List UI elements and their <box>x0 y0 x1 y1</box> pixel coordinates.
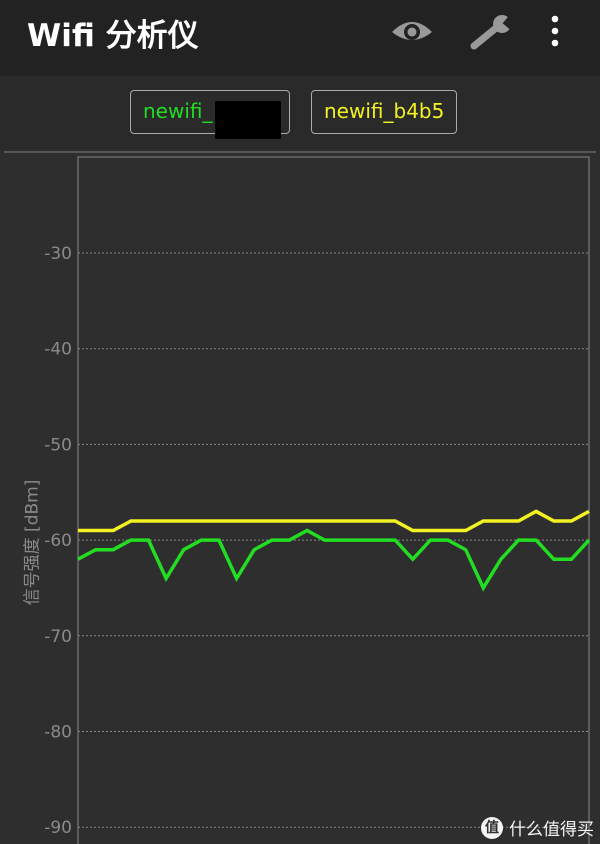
y-tick-label: -70 <box>44 627 72 647</box>
legend-label: newifi_b4b5 <box>324 99 445 123</box>
y-tick-label: -50 <box>44 435 72 455</box>
series-line-newifi-b4b5 <box>78 509 590 533</box>
legend-bar: newifi_ newifi_b4b5 <box>0 76 600 150</box>
plot-area <box>77 156 590 844</box>
more-vert-icon[interactable] <box>540 14 570 50</box>
y-tick-label: -60 <box>44 531 72 551</box>
legend-label: newifi_ <box>143 99 213 123</box>
series-line-newifi- <box>77 528 591 592</box>
y-tick-label: -80 <box>44 723 72 743</box>
watermark-logo: 值 <box>481 816 503 839</box>
y-tick-label: -30 <box>44 244 72 264</box>
watermark-text: 什么值得买 <box>509 820 594 840</box>
redaction-box <box>215 101 281 139</box>
watermark: 值 什么值得买 <box>481 815 594 840</box>
wrench-icon[interactable] <box>468 14 517 50</box>
y-axis-label: 信号强度 [dBm] <box>22 479 43 606</box>
signal-chart: -30 -40 -50 -60 -70 -80 -90 <box>44 156 591 844</box>
divider <box>4 151 596 153</box>
app-bar: Wifi 分析仪 <box>0 0 600 76</box>
legend-chip-newifi[interactable]: newifi_ <box>130 90 290 139</box>
y-tick-label: -90 <box>44 818 72 838</box>
legend-chip-newifi-b4b5[interactable]: newifi_b4b5 <box>311 90 458 134</box>
eye-icon[interactable] <box>388 14 436 50</box>
y-tick-label: -40 <box>44 340 72 360</box>
app-title: Wifi 分析仪 <box>27 18 199 54</box>
